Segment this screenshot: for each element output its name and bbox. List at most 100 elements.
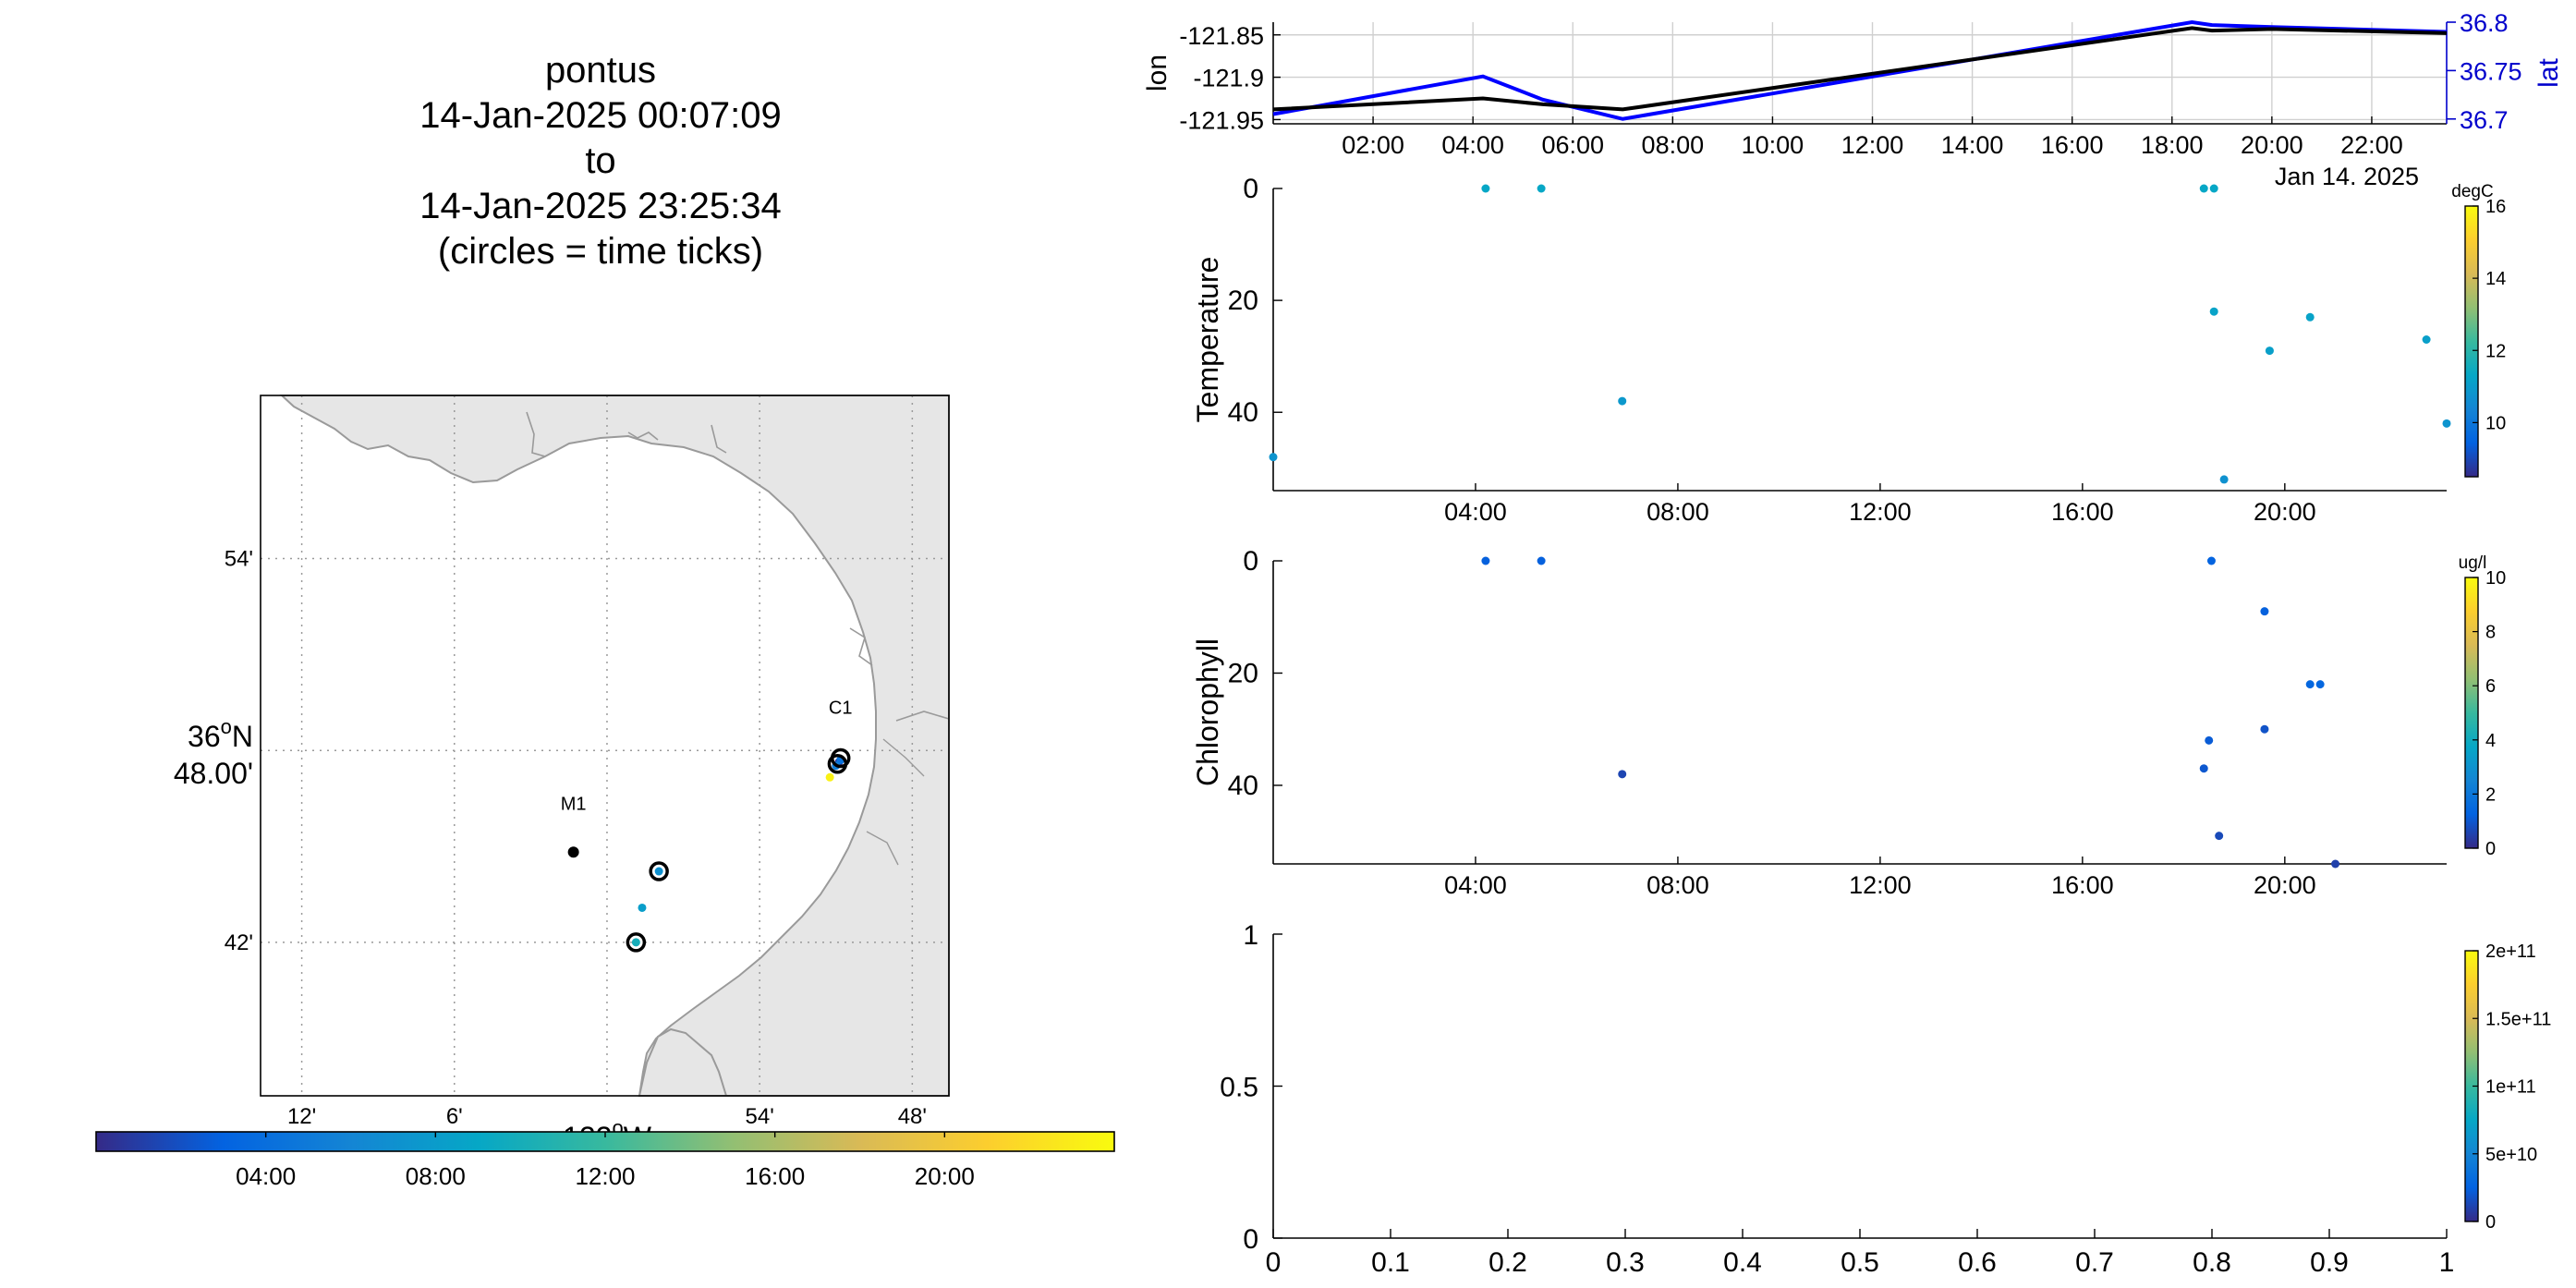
lonlat-x-tick-label: 06:00 [1541,131,1604,159]
lat-series-line [1272,19,2448,121]
station-label-m1: M1 [561,794,587,814]
chlorophyll-colorbar-tick-label: 4 [2485,731,2496,751]
track-point [638,903,647,912]
track-point [654,867,663,876]
empty-y-tick-label: 0 [1243,1224,1258,1255]
track-point [825,772,834,782]
empty-panel: 0 0.1 0.2 0.3 0.4 0.5 0.6 0.7 0.8 0.9 1 1 0.5 0 2e+11 1… [1220,920,2551,1278]
chlorophyll-y-tick-label: 0 [1243,546,1258,577]
lonlat-x-tick-label: 08:00 [1642,131,1705,159]
temperature-data-point [2265,346,2274,356]
chlorophyll-ylabel: Chlorophyll [1191,638,1224,786]
temperature-colorbar-tick-label: 12 [2485,341,2506,361]
temperature-x-tick-label: 08:00 [1646,498,1709,526]
temperature-x-tick-label: 04:00 [1444,498,1507,526]
colorbar-tick-label: 16:00 [745,1162,805,1190]
chlorophyll-panel: 04:00 08:00 12:00 16:00 20:0002040Chlorophyl… [1191,546,2506,945]
colorbar-tick-label: 20:00 [915,1162,975,1190]
empty-x-tick-label: 1 [2439,1247,2455,1278]
river-line [866,831,899,866]
lonlat-x-tick-label: 16:00 [2041,131,2104,159]
chlorophyll-colorbar-tick-label: 0 [2485,839,2496,859]
river-line [882,738,925,777]
chlorophyll-colorbar-tick-label: 8 [2485,623,2496,643]
temperature-data-point [2209,307,2218,316]
title-line-2: 14-Jan-2025 00:07:09 [419,95,782,136]
chlorophyll-x-tick-label: 20:00 [2254,871,2316,899]
chlorophyll-data-point [2331,859,2340,869]
chlorophyll-colorbar-tick-label: 2 [2485,784,2496,805]
lon-axis-label: lon [1142,55,1173,91]
lat-axis-label: lat [2533,57,2564,87]
lonlat-x-tick-label: 18:00 [2141,131,2204,159]
empty-x-tick-label: 0.7 [2075,1247,2114,1278]
chlorophyll-colorbar-tick-label: 10 [2485,568,2506,589]
chlorophyll-colorbar-unit: ug/l [2459,553,2487,573]
chlorophyll-date-label: Jan 14. 2025 [2275,917,2419,945]
colorbar-tick-label: 08:00 [406,1162,466,1190]
lonlat-date-label: Jan 14. 2025 [2275,163,2419,190]
lonlat-x-tick-label: 02:00 [1342,131,1404,159]
lat-hemisphere: N [232,720,253,753]
empty-colorbar-tick-label: 1.5e+11 [2485,1009,2551,1029]
river-line [627,431,659,441]
title-line-1: pontus [544,50,657,91]
temperature-data-point [1537,184,1546,193]
empty-x-tick-label: 0.8 [2193,1247,2231,1278]
temperature-data-point [2305,312,2315,322]
time-tick-circle [626,932,647,953]
temperature-y-tick-label: 20 [1228,286,1258,316]
temperature-panel: 04:00 08:00 12:00 16:00 20:00 0 20 40Temperatur… [1191,174,2506,572]
chlorophyll-y-tick-label: 40 [1228,771,1258,801]
temperature-data-point [1269,453,1278,462]
temperature-data-point [2422,335,2431,344]
map-lon-tick: 54' [746,1104,774,1129]
empty-x-tick-label: 0.1 [1371,1247,1410,1278]
degree-mark: o [221,715,232,738]
chlorophyll-data-point [1618,770,1627,779]
time-tick-circle [827,753,848,774]
time-tick-circle [649,861,669,881]
colorbar-tick-label: 04:00 [236,1162,296,1190]
map-lat-tick: 54' [225,547,253,572]
map-lon-tick: 6' [446,1104,463,1129]
temperature-x-tick-label: 16:00 [2051,498,2114,526]
chlorophyll-x-tick-label: 12:00 [1849,871,1912,899]
map-lon-tick: 48' [898,1104,927,1129]
chlorophyll-data-point [2199,764,2208,773]
land-mass [279,395,950,1097]
temperature-x-tick-label: 12:00 [1849,498,1912,526]
chlorophyll-y-tick-label: 20 [1228,658,1258,688]
chlorophyll-colorbar [2464,577,2479,849]
chlorophyll-data-point [2215,832,2224,841]
chlorophyll-data-point [2305,680,2315,689]
temperature-data-point [2442,419,2451,428]
lon-tick-label: -121.95 [1179,106,1264,134]
map-lat-tick: 42' [225,930,253,955]
river-line [711,424,727,454]
chlorophyll-x-tick-label: 16:00 [2051,871,2114,899]
chlorophyll-data-point [2205,735,2214,745]
empty-y-tick-label: 0.5 [1220,1073,1258,1103]
map-frame [260,395,950,1097]
lonlat-x-tick-label: 20:00 [2241,131,2303,159]
lon-series-line [1272,26,2448,112]
chlorophyll-data-point [2315,680,2325,689]
lonlat-x-tick-label: 14:00 [1941,131,2004,159]
lat-tick-label: 36.7 [2460,106,2509,134]
empty-colorbar-tick-label: 5e+10 [2485,1145,2537,1165]
lat-line-1: 36 [188,720,221,753]
temperature-colorbar-tick-label: 10 [2485,413,2506,433]
track-point [631,938,640,947]
chlorophyll-data-point [2260,724,2269,734]
temperature-data-point [1618,396,1627,406]
empty-x-tick-label: 0.3 [1606,1247,1645,1278]
chlorophyll-data-point [1481,556,1490,565]
chlorophyll-x-tick-label: 04:00 [1444,871,1507,899]
temperature-date-label: Jan 14. 2025 [2275,544,2419,572]
temperature-data-point [2199,184,2208,193]
temperature-colorbar-tick-label: 16 [2485,197,2506,217]
station-label-c1: C1 [829,698,853,718]
title-line-4: 14-Jan-2025 23:25:34 [419,186,782,226]
